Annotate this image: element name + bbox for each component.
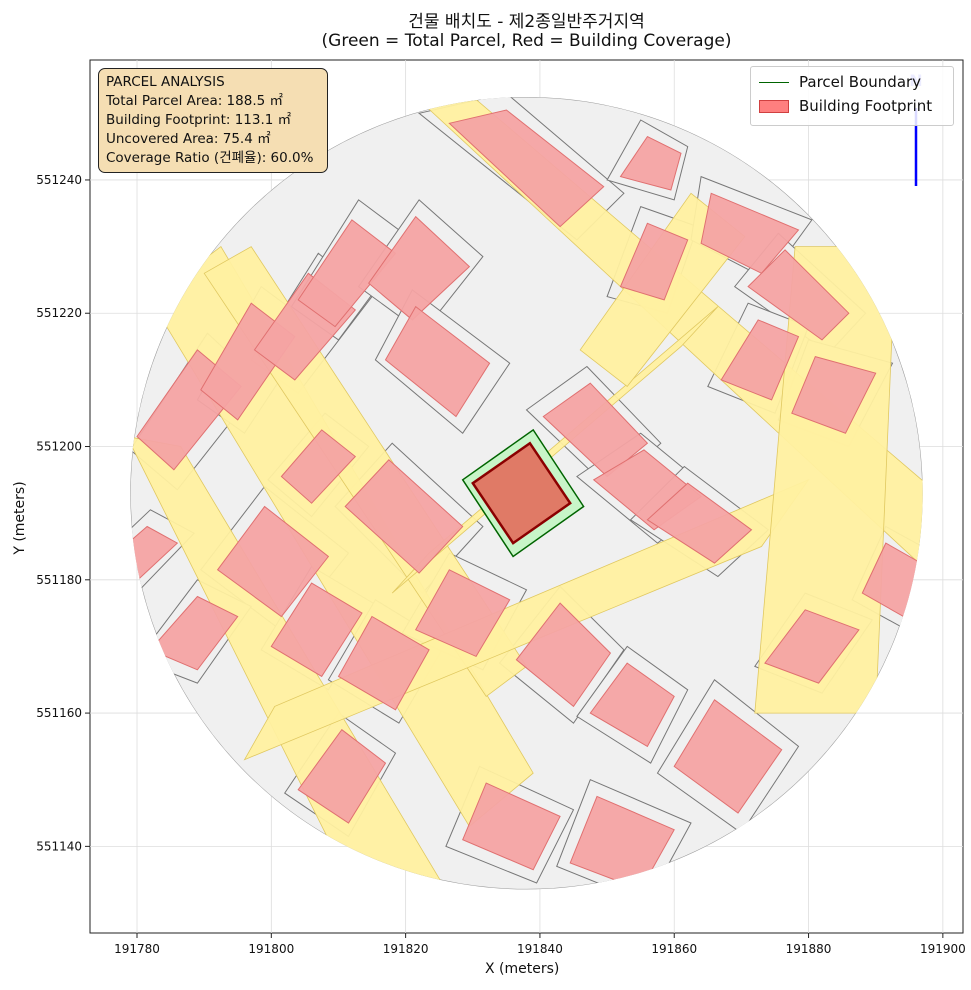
x-tick-label: 191780 xyxy=(114,942,160,956)
building-polygon xyxy=(462,782,561,871)
legend-item-parcel: Parcel Boundary xyxy=(759,71,921,93)
y-tick-label: 551240 xyxy=(36,173,82,187)
building-polygon xyxy=(337,615,430,711)
legend: Parcel Boundary Building Footprint xyxy=(750,66,954,126)
y-tick-label: 551180 xyxy=(36,573,82,587)
info-total-area: Total Parcel Area: 188.5 ㎡ xyxy=(106,93,283,109)
building-polygon xyxy=(589,662,675,748)
y-axis-label: Y (meters) xyxy=(12,481,28,555)
y-tick-label: 551220 xyxy=(36,306,82,320)
building-polygon xyxy=(216,505,330,618)
building-polygon xyxy=(747,249,850,341)
x-tick-label: 191820 xyxy=(383,942,429,956)
legend-item-building: Building Footprint xyxy=(759,95,932,117)
x-tick-label: 191860 xyxy=(651,942,697,956)
info-uncovered: Uncovered Area: 75.4 ㎡ xyxy=(106,131,271,147)
buildings xyxy=(130,109,923,890)
x-tick-label: 191900 xyxy=(920,942,966,956)
building-polygon xyxy=(448,109,605,228)
building-polygon xyxy=(149,595,239,671)
info-coverage: Coverage Ratio (건폐율): 60.0% xyxy=(106,150,314,166)
target-building xyxy=(471,441,572,545)
legend-parcel-swatch xyxy=(759,81,789,83)
y-tick-label: 551140 xyxy=(36,839,82,853)
info-heading: PARCEL ANALYSIS xyxy=(106,74,225,90)
building-polygon xyxy=(569,795,675,890)
info-footprint: Building Footprint: 113.1 ㎡ xyxy=(106,112,292,128)
x-axis-label: X (meters) xyxy=(485,961,560,977)
chart-subtitle: (Green = Total Parcel, Red = Building Co… xyxy=(321,31,732,51)
parcel-analysis-box: PARCEL ANALYSIS Total Parcel Area: 188.5… xyxy=(98,68,328,173)
building-polygon xyxy=(720,319,800,401)
building-polygon xyxy=(270,582,363,678)
building-polygon xyxy=(280,429,357,504)
building-polygon xyxy=(764,609,860,684)
y-tick-label: 551160 xyxy=(36,706,82,720)
building-polygon xyxy=(673,699,783,814)
building-polygon xyxy=(414,569,511,658)
legend-parcel-label: Parcel Boundary xyxy=(799,73,922,91)
building-polygon xyxy=(619,135,682,191)
legend-building-swatch xyxy=(759,99,789,113)
building-polygon xyxy=(619,222,689,301)
target-parcel-group xyxy=(461,428,585,558)
building-polygon xyxy=(297,219,397,328)
legend-building-label: Building Footprint xyxy=(799,97,933,115)
building-polygon xyxy=(791,356,877,434)
x-tick-label: 191880 xyxy=(786,942,832,956)
building-polygon xyxy=(344,459,464,574)
building-polygon xyxy=(646,482,753,564)
y-tick-label: 551200 xyxy=(36,440,82,454)
building-polygon xyxy=(297,728,387,824)
chart-title: 건물 배치도 - 제2종일반주거지역 xyxy=(408,12,645,32)
map-layer xyxy=(130,96,923,890)
building-polygon xyxy=(384,305,491,418)
axis-ticks: 191780 191800 191820 191840 191860 191880 1919… xyxy=(36,173,966,956)
x-tick-label: 191800 xyxy=(248,942,294,956)
x-tick-label: 191840 xyxy=(517,942,563,956)
building-polygon xyxy=(515,602,612,708)
